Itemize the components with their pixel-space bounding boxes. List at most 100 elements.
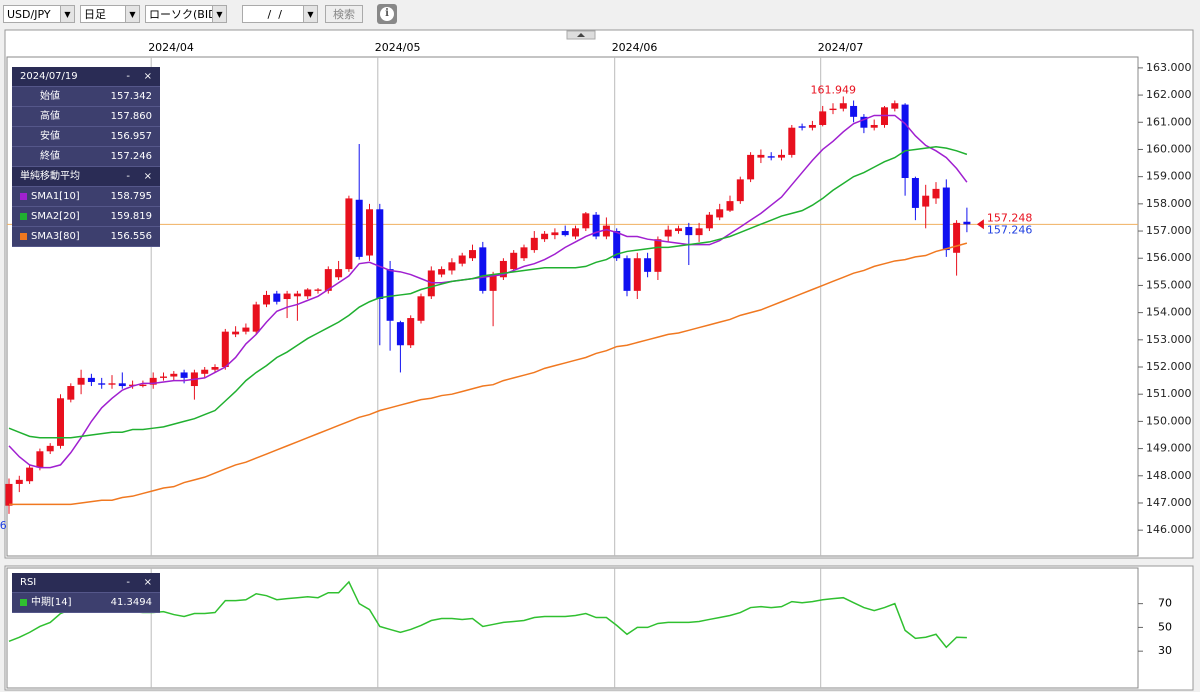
legend-name: SMA2[20] [31,211,80,222]
candle-body [582,213,590,229]
minimize[interactable]: - [126,71,130,82]
legend-value: 156.556 [110,231,152,242]
candle-body [819,111,827,125]
close[interactable]: × [143,71,152,82]
sma-legend: SMA1[10] 158.795 SMA2[20] 159.819 SMA3[80] 15… [12,187,160,247]
candle-body [448,262,456,271]
candle-body [695,228,703,236]
candle-body [602,225,610,237]
y-tick-label: 153.000 [1146,333,1192,346]
candle-body [839,103,847,109]
legend-name: 中期[14] [31,597,72,608]
candle-body [396,322,404,346]
ohlc-value: 157.246 [110,151,152,162]
candle-body [911,178,919,208]
candle-body [932,188,940,199]
info-panel: 2024/07/19 - × 始値 157.342 高値 157.860 安値 156.957… [12,67,160,247]
main-frame [4,29,1194,559]
y-tick-label: 30 [1158,644,1172,657]
candle-body [314,289,322,291]
candle-body [366,209,373,256]
candle-body [860,116,868,128]
candle-body [942,187,950,251]
candle-body [705,214,713,229]
ohlc-value: 157.860 [110,111,152,122]
candle-body [304,289,312,297]
ohlc-row: 始値 157.342 [12,87,160,107]
y-tick-label: 150.000 [1146,414,1192,427]
date-dropdown[interactable]: ▼ [303,5,318,23]
y-tick-label: 147.000 [1146,496,1192,509]
candle-body [355,199,363,257]
candle-body [685,226,693,236]
candle-body [201,369,209,374]
ohlc-row: 高値 157.860 [12,107,160,127]
pair-dropdown[interactable]: ▼ [60,5,75,23]
minimize[interactable]: - [126,171,130,182]
sma-header: 単純移動平均 - × [12,167,160,187]
sma-line [8,145,968,439]
y-tick-label: 154.000 [1146,306,1192,319]
candle-body [922,195,930,207]
candle-body [551,232,559,236]
candle-body [118,383,126,387]
rsi-line [8,580,967,649]
candle-body [788,127,796,155]
candle-body [654,239,662,272]
chart-kind-dropdown[interactable]: ▼ [212,5,227,23]
candle-body [953,222,961,253]
candle-body [46,445,54,452]
candle-body [561,231,569,236]
minimize[interactable]: - [126,577,130,588]
search-button[interactable]: 検索 [325,5,363,23]
candle-body [778,154,785,158]
candle-body [736,179,744,202]
candle-body [293,293,301,297]
candle-body [479,247,487,291]
panel-date: 2024/07/19 [20,71,78,82]
legend-swatch [20,598,27,606]
candle-body [407,318,415,346]
candle-body [5,483,13,506]
y-tick-label: 162.000 [1146,88,1192,101]
ohlc-label: 安値 [40,131,60,142]
period-dropdown[interactable]: ▼ [125,5,140,23]
ohlc-label: 終値 [40,151,60,162]
candle-body [263,294,270,305]
ask-label: 157.248 [987,211,1033,224]
info-button[interactable]: i [377,4,397,24]
candle-body [273,293,281,302]
ohlc-value: 157.342 [110,91,152,102]
candle-body [664,229,672,237]
low-label: 146.6 [0,519,7,532]
candle-body [541,233,549,240]
x-tick-label: 2024/06 [612,41,658,54]
candle-body [458,255,466,264]
x-tick-label: 2024/07 [818,41,864,54]
candle-body [623,258,631,291]
ohlc-row: 終値 157.246 [12,147,160,167]
candle-body [808,124,816,128]
y-tick-label: 158.000 [1146,197,1192,210]
candle-body [15,479,23,484]
close[interactable]: × [143,577,152,588]
rsi-panel: RSI - × 中期[14] 41.3494 [12,573,160,613]
candle-body [252,304,260,332]
legend-name: SMA3[80] [31,231,80,242]
candle-body [324,269,332,291]
close[interactable]: × [143,171,152,182]
pair-select[interactable]: USD/JPY [3,5,61,23]
candle-body [572,228,579,237]
candle-body [520,247,528,259]
candle-body [499,260,507,278]
candle-body [242,327,250,332]
y-tick-label: 159.000 [1146,170,1192,183]
candle-body [963,221,971,225]
x-tick-label: 2024/05 [375,41,421,54]
legend-value: 159.819 [110,211,152,222]
candle-body [283,293,291,300]
y-tick-label: 152.000 [1146,360,1192,373]
candle-body [675,228,682,232]
